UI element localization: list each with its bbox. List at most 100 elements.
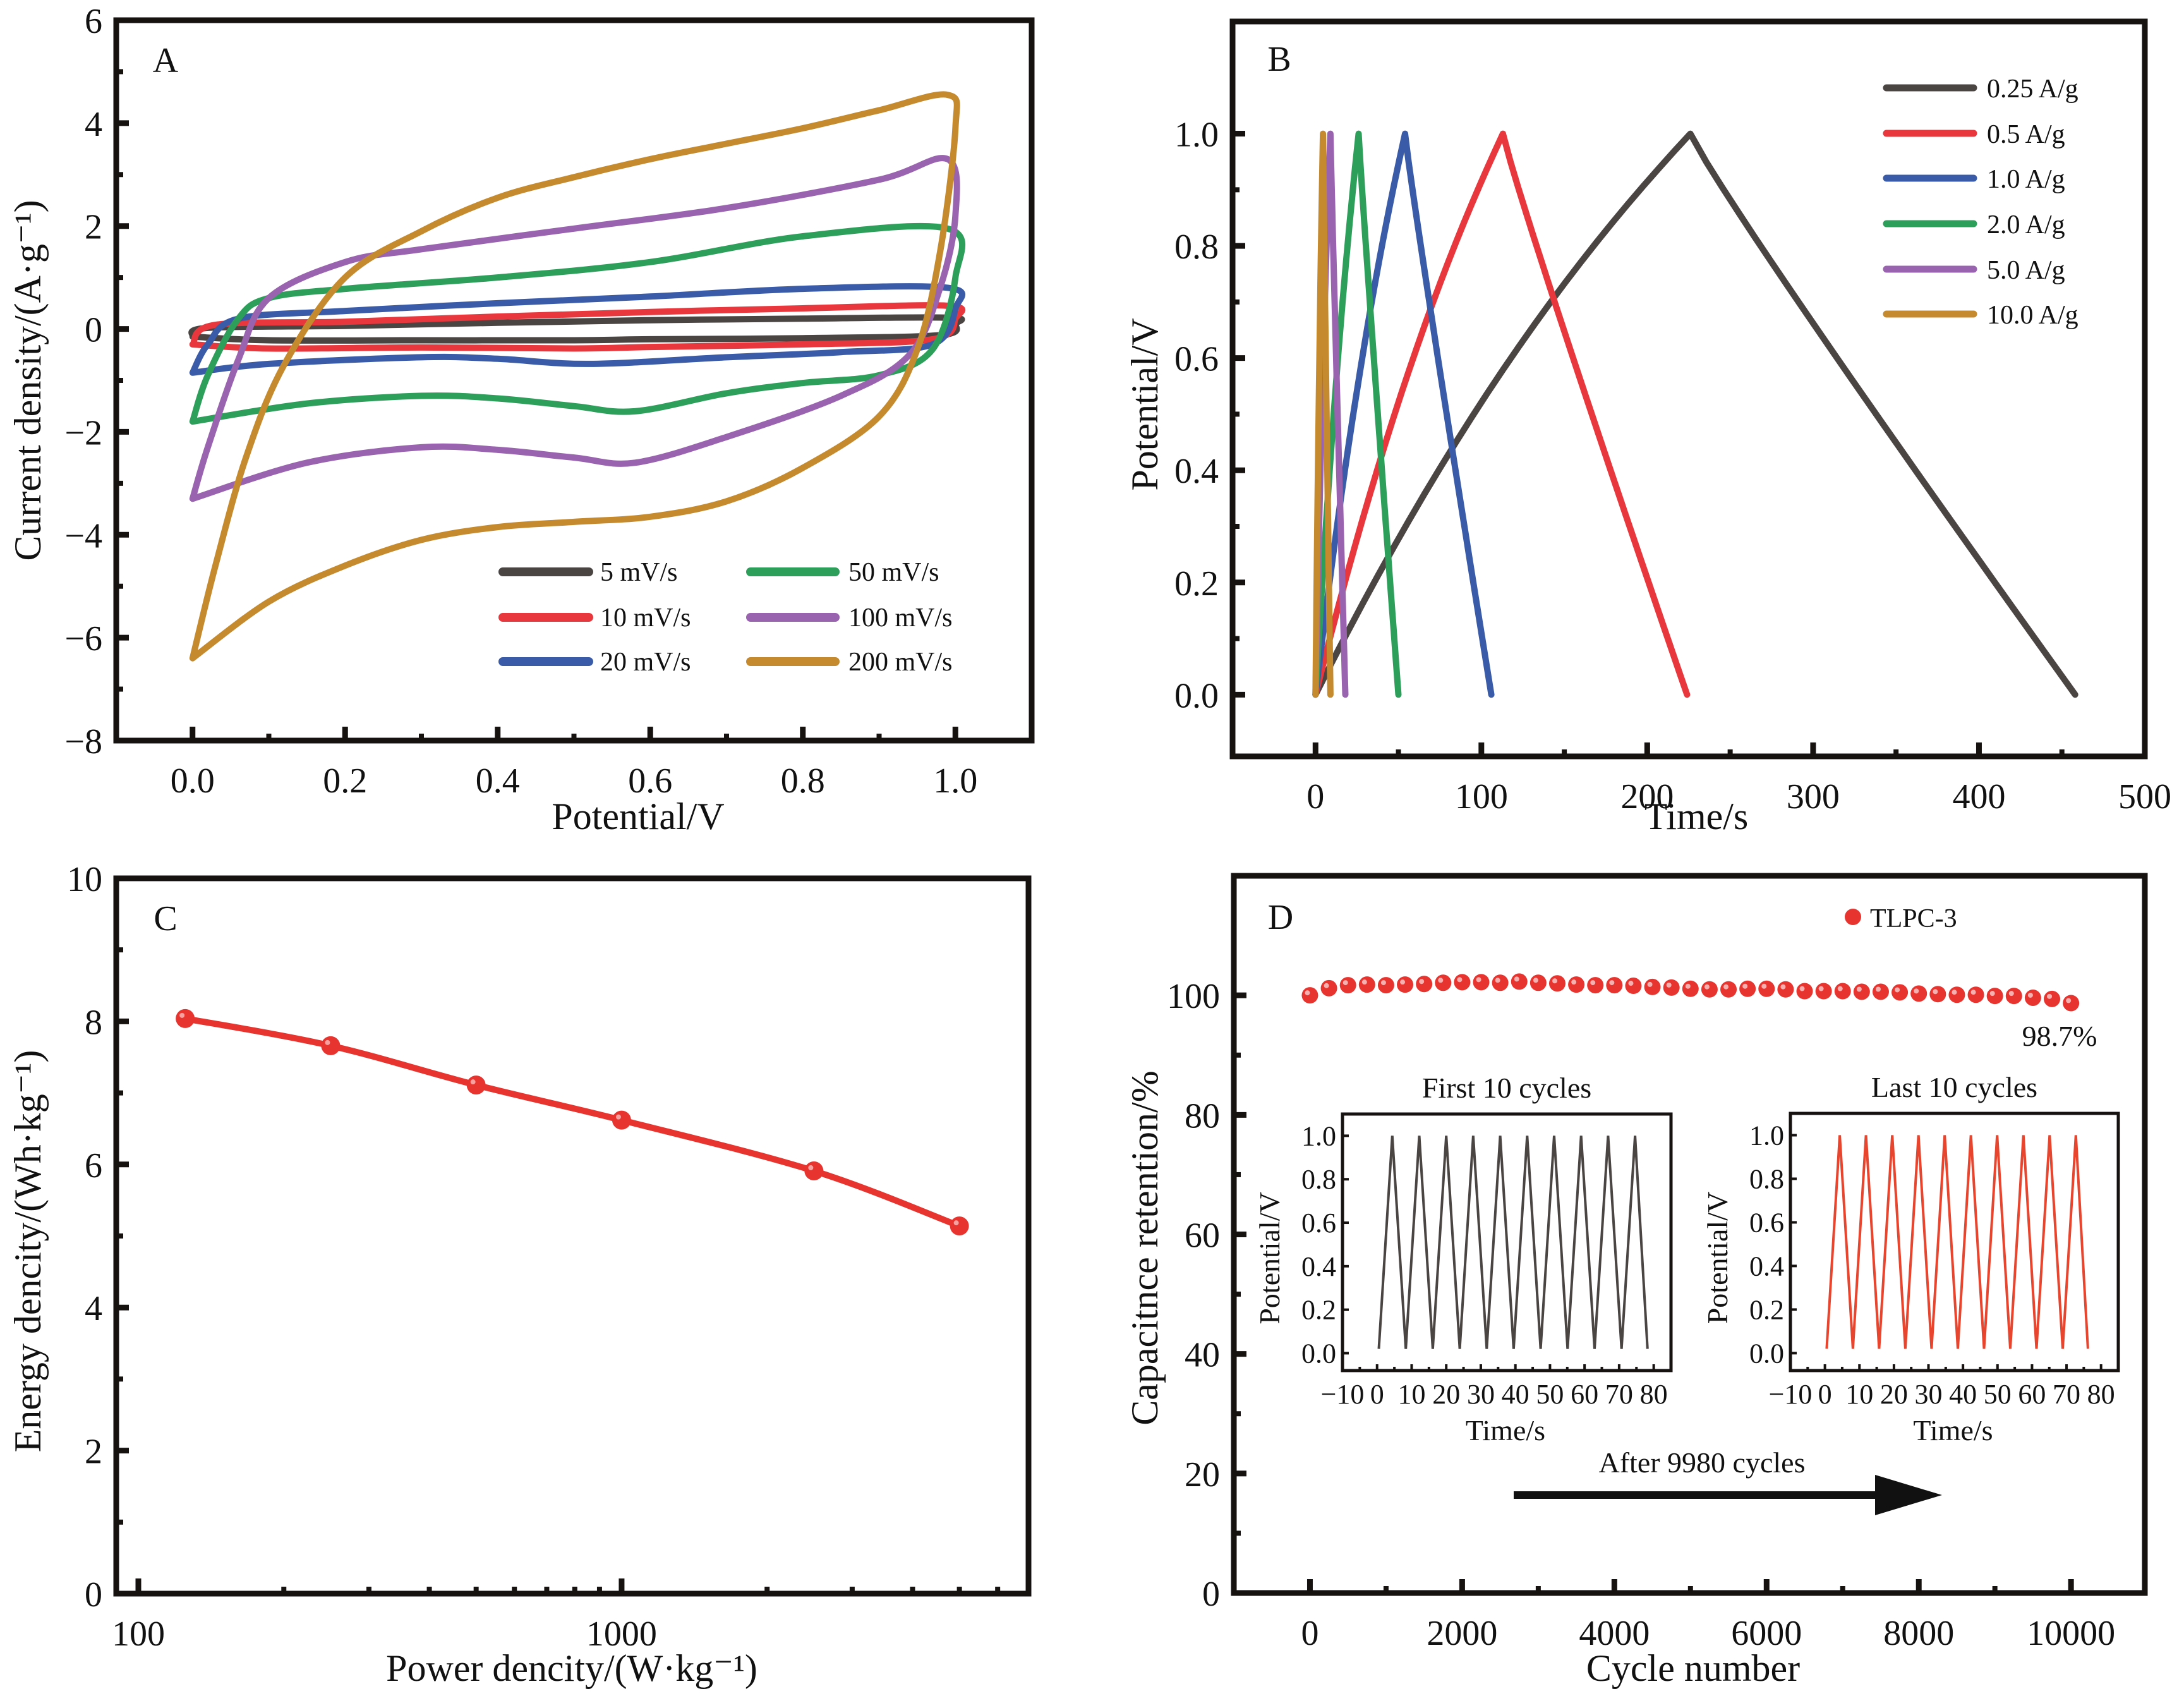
- legend-label: 20 mV/s: [600, 648, 691, 677]
- x-tick-label: 1.0: [933, 761, 977, 801]
- legend-item: 0.25 A/g: [1883, 75, 2078, 104]
- legend-label: 0.5 A/g: [1987, 120, 2065, 149]
- data-point: [1492, 974, 1509, 991]
- inset-x-tick-label: −10: [1321, 1379, 1365, 1410]
- inset-x-tick-label: 20: [1880, 1379, 1908, 1410]
- panel-label-c: C: [154, 899, 177, 938]
- data-point-highlight: [1380, 980, 1386, 986]
- data-point: [1872, 983, 1889, 1000]
- legend-item: 20 mV/s: [498, 648, 691, 677]
- data-point-highlight: [2047, 993, 2053, 999]
- legend-item: 10.0 A/g: [1883, 301, 2078, 330]
- inset-y-tick-label: 0.2: [1749, 1294, 1784, 1325]
- x-tick-label: 0.2: [323, 761, 367, 801]
- data-point-highlight: [1704, 984, 1710, 990]
- panel-label-b: B: [1267, 40, 1291, 79]
- inset-x-tick-label: 80: [2087, 1379, 2115, 1410]
- inset-last-10-cycles: 0.0 0.2 0.4 0.6 0.8 1.0 −10 0 10 20 30 40 50 60 70 80 La…: [1701, 1071, 2120, 1446]
- data-point-highlight: [1685, 983, 1691, 989]
- y-axis-label: Energy dencity/(Wh·kg⁻¹): [7, 1050, 49, 1453]
- legend-item: 5 mV/s: [498, 558, 678, 587]
- y-tick-label: 60: [1185, 1216, 1220, 1256]
- data-point: [1511, 973, 1528, 990]
- x-tick-label: 100: [1455, 777, 1508, 816]
- plot-frame: [1229, 18, 2148, 760]
- inset-y-tick-label: 0.2: [1301, 1295, 1336, 1326]
- y-tick-label: 0: [85, 311, 102, 350]
- y-axis-label: Potential/V: [1124, 318, 1166, 490]
- inset-x-tick-label: 10: [1845, 1379, 1873, 1410]
- inset-x-tick-label: 40: [1949, 1379, 1977, 1410]
- data-point-highlight: [1419, 979, 1425, 984]
- data-point-highlight: [1723, 984, 1729, 990]
- inset-y-tick-label: 0.8: [1749, 1163, 1784, 1194]
- arrow-head: [1875, 1475, 1942, 1515]
- data-point-highlight: [1400, 979, 1406, 985]
- data-point-highlight: [1305, 990, 1310, 996]
- data-point: [1435, 974, 1452, 991]
- x-tick-label: 10000: [2027, 1614, 2115, 1653]
- x-tick-label: 0.4: [476, 761, 520, 801]
- data-point: [1377, 977, 1394, 994]
- inset-gcd-curve: [1825, 1135, 2089, 1349]
- inset-x-tick-label: 50: [1536, 1379, 1564, 1410]
- data-point-highlight: [325, 1039, 330, 1045]
- y-tick-label: 0: [85, 1575, 102, 1614]
- inset-first-10-cycles: 0.0 0.2 0.4 0.6 0.8 1.0 −10 0 10 20 30 40 50 60 70 80 Fi…: [1253, 1072, 1673, 1446]
- data-point: [1454, 974, 1471, 991]
- data-point-highlight: [1933, 989, 1938, 995]
- x-tick-label: 0.6: [628, 761, 672, 801]
- legend-item: 0.5 A/g: [1883, 120, 2065, 149]
- legend-label: 100 mV/s: [848, 603, 953, 633]
- data-point: [176, 1009, 195, 1028]
- y-tick-label: 20: [1185, 1455, 1220, 1494]
- y-tick-label: 6: [85, 2, 102, 41]
- data-point-highlight: [1875, 986, 1881, 992]
- legend-item: 10 mV/s: [498, 603, 691, 633]
- data-point: [1548, 975, 1566, 992]
- inset-title: First 10 cycles: [1422, 1072, 1591, 1104]
- data-point-highlight: [2027, 992, 2033, 998]
- legend-label: 2.0 A/g: [1987, 210, 2065, 239]
- y-tick-label: −2: [64, 413, 102, 452]
- y-tick-label: 100: [1167, 977, 1220, 1016]
- x-tick-label: 0.8: [781, 761, 825, 801]
- y-tick-label: 1.0: [1174, 116, 1219, 155]
- data-point: [612, 1110, 631, 1130]
- data-point-highlight: [2066, 998, 2072, 1003]
- inset-x-tick-label: 0: [1370, 1379, 1384, 1410]
- data-point: [804, 1161, 824, 1180]
- inset-x-tick-label: 10: [1397, 1379, 1425, 1410]
- data-point-highlight: [1457, 977, 1463, 983]
- x-tick-label: 500: [2118, 777, 2171, 816]
- data-point: [1796, 983, 1813, 1000]
- x-axis-label: Power dencity/(W·kg⁻¹): [386, 1647, 757, 1689]
- x-tick-label: 100: [112, 1614, 165, 1654]
- inset-x-tick-label: 0: [1818, 1379, 1832, 1410]
- inset-x-tick-label: 60: [1571, 1379, 1598, 1410]
- energy-power-line: [184, 1015, 961, 1229]
- data-point: [1301, 987, 1318, 1004]
- data-point-highlight: [179, 1012, 185, 1018]
- y-tick-label: 40: [1185, 1336, 1220, 1375]
- data-point: [1339, 977, 1356, 994]
- y-tick-label: −4: [64, 516, 102, 555]
- x-tick-label: 4000: [1579, 1614, 1650, 1653]
- data-point-highlight: [1818, 986, 1824, 991]
- data-point: [1587, 977, 1604, 994]
- legend-label: 0.25 A/g: [1987, 75, 2078, 104]
- data-point: [1416, 976, 1433, 993]
- y-axis-label: Current density/(A·g⁻¹): [7, 200, 49, 560]
- x-tick-label: 0: [1301, 1614, 1318, 1653]
- data-point: [1891, 984, 1909, 1001]
- data-point-highlight: [615, 1114, 621, 1120]
- y-tick-label: 0.2: [1174, 564, 1219, 603]
- cv-curve-200-mv-s: [189, 91, 960, 662]
- data-point: [1568, 976, 1585, 993]
- inset-x-tick-label: 70: [2053, 1379, 2080, 1410]
- x-axis-label: Cycle number: [1586, 1647, 1800, 1689]
- y-axis-label: Capacitnce retention/%: [1124, 1070, 1166, 1425]
